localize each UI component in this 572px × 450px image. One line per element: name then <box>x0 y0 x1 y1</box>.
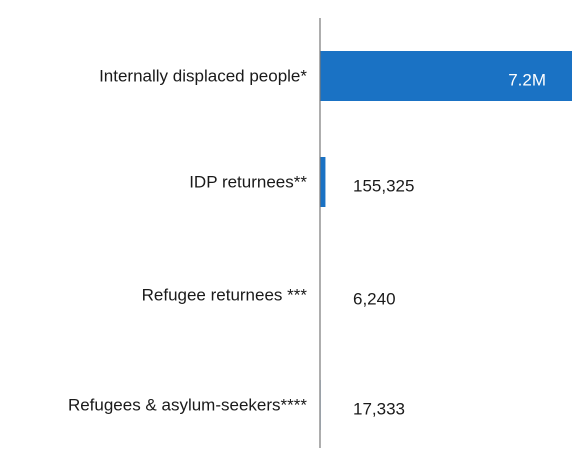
bar <box>320 51 572 101</box>
value-label: 6,240 <box>353 290 396 309</box>
category-labels: Internally displaced people* IDP returnee… <box>68 67 307 415</box>
bars <box>320 51 572 430</box>
value-label: 155,325 <box>353 177 414 196</box>
value-label: 17,333 <box>353 400 405 419</box>
category-label: IDP returnees** <box>189 173 307 192</box>
category-label: Refugees & asylum-seekers**** <box>68 396 307 415</box>
value-labels: 7.2M 155,325 6,240 17,333 <box>353 71 546 419</box>
category-label: Refugee returnees *** <box>142 286 308 305</box>
category-label: Internally displaced people* <box>99 67 307 86</box>
bar <box>320 157 326 207</box>
value-label: 7.2M <box>508 71 546 90</box>
